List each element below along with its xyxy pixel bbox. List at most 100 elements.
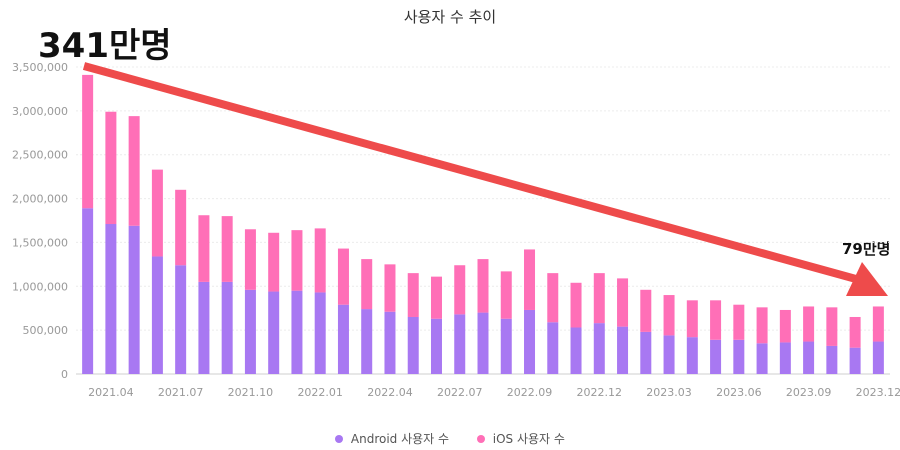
y-tick-label: 1,000,000 [12,280,68,293]
bar-android [430,318,442,374]
legend-label-ios: iOS 사용자 수 [492,432,565,446]
x-tick-label: 2022.12 [577,386,623,399]
bar-android [570,327,582,374]
bar-ios [105,111,117,225]
bar-android [454,314,466,374]
bar-android [268,291,280,374]
bar-android [849,347,861,374]
bar-ios [640,289,652,332]
bar-ios [849,316,861,348]
bar-android [361,309,373,374]
bar-ios [361,259,373,310]
bar-ios [872,306,884,342]
bar-ios [500,271,512,319]
bar-android [733,339,745,374]
legend-item-android[interactable]: Android 사용자 수 [335,430,449,447]
bar-android [803,341,815,374]
y-tick-label: 2,500,000 [12,149,68,162]
bar-ios [710,300,722,340]
bar-android [337,304,349,374]
bar-android [686,337,698,374]
bar-android [244,289,256,374]
bar-android [198,281,210,374]
bar-android [640,331,652,374]
x-tick-label: 2023.06 [716,386,762,399]
bar-android [756,343,768,374]
x-tick-label: 2022.04 [367,386,413,399]
bar-android [500,318,512,374]
y-tick-label: 3,000,000 [12,105,68,118]
y-tick-label: 0 [61,368,68,381]
x-tick-label: 2021.04 [88,386,134,399]
bar-ios [803,306,815,342]
y-tick-label: 3,500,000 [12,61,68,74]
bar-ios [244,229,256,290]
y-tick-label: 1,500,000 [12,236,68,249]
chart-title: 사용자 수 추이 [403,8,497,26]
bar-ios [779,309,791,343]
x-tick-label: 2022.07 [437,386,483,399]
bar-ios [82,74,94,209]
bar-android [128,225,140,374]
bar-ios [198,215,210,282]
legend-item-ios[interactable]: iOS 사용자 수 [476,430,565,447]
bar-android [826,345,838,374]
bar-android [710,339,722,374]
bar-android [221,281,233,374]
x-tick-label: 2023.09 [786,386,832,399]
bar-android [407,316,419,374]
bar-ios [430,276,442,319]
bar-ios [268,232,280,292]
bar-ios [454,265,466,315]
bar-android [384,311,396,374]
bar-android [547,322,559,374]
x-tick-label: 2023.12 [856,386,900,399]
bar-android [617,326,629,374]
bar-ios [384,264,396,312]
bar-android [593,323,605,374]
bar-android [524,309,536,374]
trend-arrow-head [846,262,888,296]
bar-android [151,256,163,374]
bar-ios [151,169,163,257]
bar-ios [128,116,140,226]
bar-ios [314,228,326,293]
legend-swatch-ios [476,435,485,443]
bar-ios [524,249,536,310]
bar-android [477,312,489,374]
bar-ios [686,300,698,338]
bar-ios [663,295,675,336]
bar-ios [221,216,233,282]
bar-ios [407,273,419,317]
bar-android [291,290,303,374]
bar-ios [570,282,582,328]
bar-ios [593,273,605,324]
stacked-bar-chart: 3,500,000 3,000,000 2,500,000 2,000,000 1,50… [12,61,900,399]
bar-android [872,341,884,374]
bar-ios [756,307,768,344]
bar-ios [477,259,489,313]
bar-ios [617,278,629,327]
annotation-end-value: 79만명 [842,240,891,258]
legend-label-android: Android 사용자 수 [350,432,450,446]
x-tick-label: 2022.09 [507,386,553,399]
x-tick-label: 2021.07 [158,386,204,399]
legend: Android 사용자 수 iOS 사용자 수 [0,430,900,447]
bar-ios [337,248,349,305]
y-tick-label: 500,000 [23,324,69,337]
legend-swatch-android [335,435,344,443]
bar-android [175,265,187,374]
annotation-start-value: 341만명 [38,26,172,66]
x-tick-label: 2023.03 [646,386,692,399]
bar-ios [291,230,303,291]
trend-arrow-line [82,62,858,283]
x-tick-label: 2022.01 [297,386,343,399]
bar-android [314,292,326,374]
bar-ios [733,304,745,340]
bar-ios [547,273,559,323]
x-tick-label: 2021.10 [228,386,274,399]
bar-ios [175,189,187,266]
bar-android [82,208,94,374]
y-tick-label: 2,000,000 [12,193,68,206]
bar-android [663,335,675,374]
